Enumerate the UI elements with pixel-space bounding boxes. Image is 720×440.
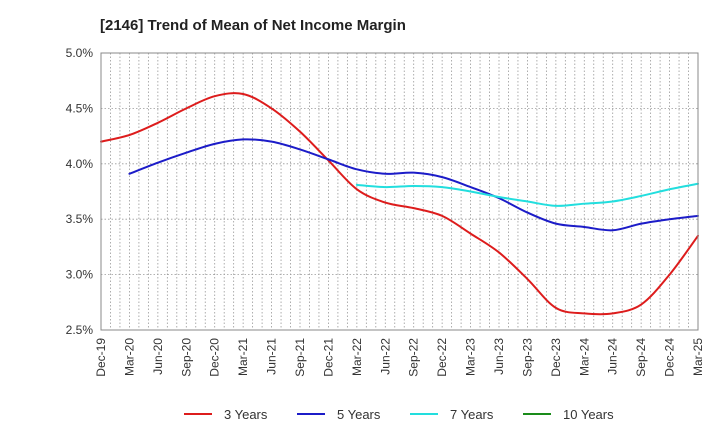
x-tick-label: Sep-21 — [293, 338, 307, 377]
x-tick-label: Dec-21 — [321, 338, 335, 377]
y-tick-label: 3.0% — [66, 268, 94, 282]
x-tick-label: Dec-23 — [549, 338, 563, 377]
legend-label-3-years: 3 Years — [224, 407, 268, 422]
x-tick-label: Dec-19 — [94, 338, 108, 377]
x-tick-label: Jun-21 — [265, 338, 279, 375]
x-tick-label: Sep-22 — [407, 338, 421, 377]
x-tick-label: Jun-23 — [492, 338, 506, 375]
x-tick-label: Sep-20 — [179, 338, 193, 377]
legend: 3 Years 5 Years 7 Years 10 Years — [184, 407, 614, 422]
x-tick-label: Mar-24 — [577, 338, 591, 376]
x-tick-label: Mar-25 — [691, 338, 705, 376]
y-tick-label: 4.5% — [66, 101, 94, 115]
series-line-5-years — [128, 138, 699, 232]
grid — [101, 52, 698, 331]
x-tick-label: Jun-20 — [151, 338, 165, 375]
x-tick-label: Jun-24 — [606, 338, 620, 375]
legend-label-10-years: 10 Years — [563, 407, 614, 422]
series-line-3-years — [100, 92, 699, 316]
y-axis-ticks: 2.5% 3.0% 3.5% 4.0% 4.5% 5.0% — [66, 46, 94, 337]
series-lines — [100, 92, 699, 316]
x-tick-label: Sep-23 — [520, 338, 534, 377]
series-line-7-years — [355, 182, 699, 207]
x-tick-label: Mar-23 — [464, 338, 478, 376]
x-tick-label: Sep-24 — [634, 338, 648, 377]
x-tick-label: Jun-22 — [378, 338, 392, 375]
legend-label-7-years: 7 Years — [450, 407, 494, 422]
plot-frame — [100, 52, 699, 331]
x-tick-label: Dec-24 — [663, 338, 677, 377]
y-tick-label: 4.0% — [66, 157, 94, 171]
x-tick-label: Mar-22 — [350, 338, 364, 376]
x-tick-label: Mar-21 — [236, 338, 250, 376]
x-tick-label: Dec-22 — [435, 338, 449, 377]
chart-title: [2146] Trend of Mean of Net Income Margi… — [100, 17, 406, 34]
y-tick-label: 5.0% — [66, 46, 94, 60]
legend-label-5-years: 5 Years — [337, 407, 381, 422]
x-tick-label: Dec-20 — [208, 338, 222, 377]
y-tick-label: 3.5% — [66, 212, 94, 226]
x-axis-ticks: Dec-19 Mar-20 Jun-20 Sep-20 Dec-20 Mar-21 Jun-… — [94, 338, 705, 377]
x-tick-label: Mar-20 — [122, 338, 136, 376]
y-tick-label: 2.5% — [66, 323, 94, 337]
